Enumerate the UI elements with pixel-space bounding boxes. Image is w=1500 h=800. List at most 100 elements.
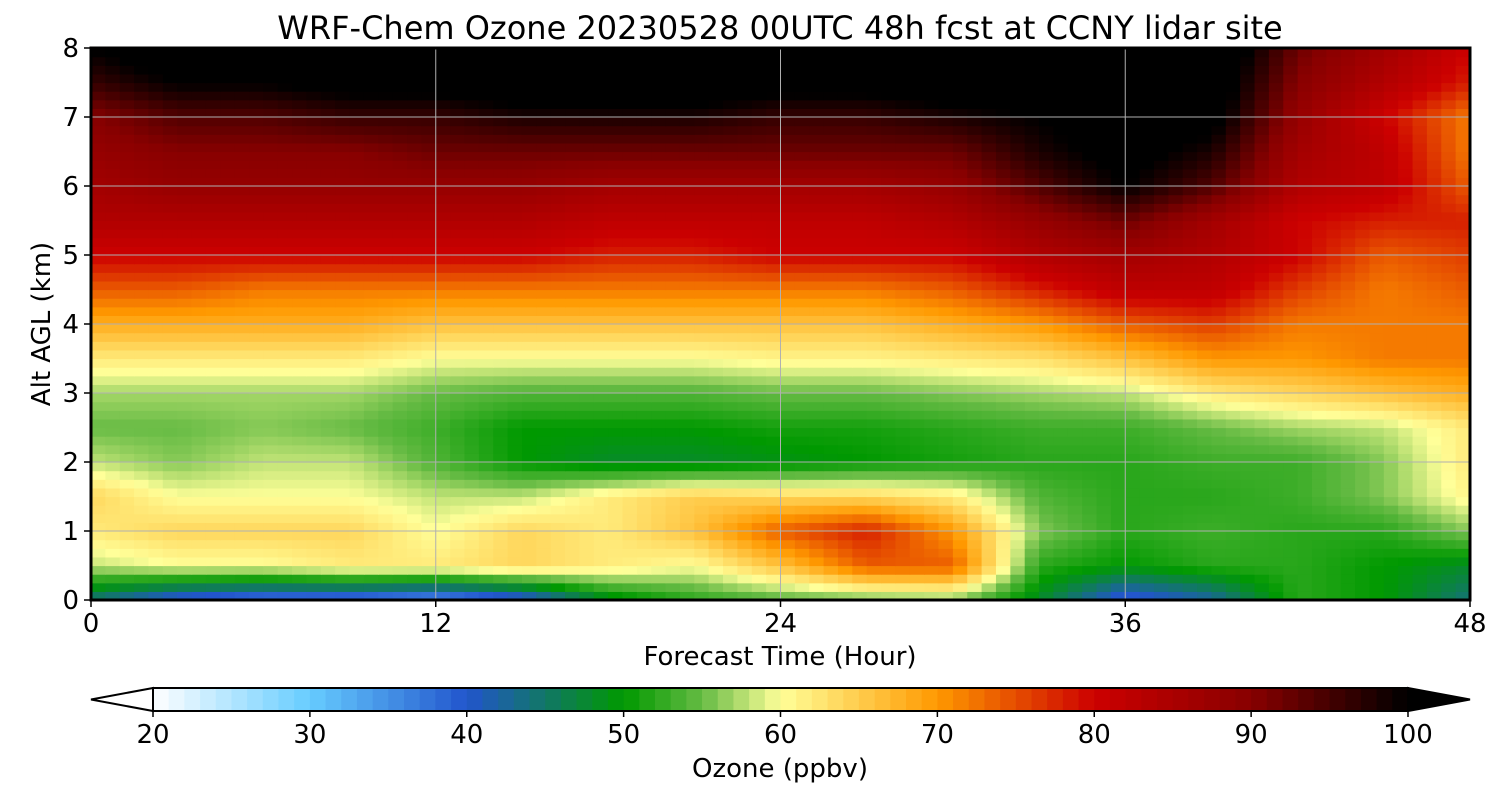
heatmap-cell (1039, 220, 1055, 230)
heatmap-cell (1297, 358, 1313, 368)
heatmap-cell (1398, 324, 1414, 334)
heatmap-cell (1426, 375, 1442, 385)
heatmap-cell (1197, 427, 1213, 437)
heatmap-cell (1139, 410, 1155, 420)
heatmap-cell (177, 548, 193, 558)
heatmap-cell (1268, 237, 1284, 247)
heatmap-cell (1455, 229, 1470, 239)
heatmap-cell (1096, 315, 1112, 325)
heatmap-cell (1197, 160, 1213, 170)
heatmap-cell (1326, 332, 1342, 342)
heatmap-cell (91, 556, 106, 567)
heatmap-cell (148, 401, 164, 411)
heatmap-cell (363, 539, 379, 549)
heatmap-cell (550, 160, 566, 170)
heatmap-cell (521, 470, 537, 480)
heatmap-cell (450, 436, 466, 446)
heatmap-cell (1383, 324, 1399, 334)
heatmap-cell (162, 462, 178, 472)
heatmap-cell (91, 280, 106, 291)
heatmap-cell (1355, 263, 1371, 273)
heatmap-cell (191, 151, 207, 161)
heatmap-cell (1283, 393, 1299, 403)
heatmap-cell (1039, 341, 1055, 351)
heatmap-cell (967, 367, 983, 377)
heatmap-cell (363, 375, 379, 385)
heatmap-cell (579, 384, 595, 394)
heatmap-cell (579, 151, 595, 161)
heatmap-cell (1096, 539, 1112, 549)
heatmap-cell (924, 548, 940, 558)
heatmap-cell (751, 591, 767, 600)
heatmap-cell (292, 453, 308, 463)
heatmap-cell (1355, 522, 1371, 532)
heatmap-cell (1153, 324, 1169, 334)
heatmap-cell (651, 255, 667, 265)
heatmap-cell (234, 393, 250, 403)
heatmap-cell (1441, 272, 1457, 282)
heatmap-cell (249, 229, 264, 239)
heatmap-cell (679, 160, 695, 170)
heatmap-cell (967, 522, 983, 532)
heatmap-cell (967, 556, 983, 567)
heatmap-cell (593, 255, 609, 265)
heatmap-cell (205, 358, 221, 368)
heatmap-cell (723, 341, 738, 351)
heatmap-cell (593, 332, 609, 342)
heatmap-cell (220, 565, 236, 575)
heatmap-cell (780, 556, 796, 567)
heatmap-cell (651, 539, 667, 549)
heatmap-cell (1254, 582, 1270, 592)
heatmap-cell (924, 539, 940, 549)
heatmap-cell (1311, 324, 1327, 334)
heatmap-cell (148, 324, 164, 334)
heatmap-cell (1398, 160, 1414, 170)
heatmap-cell (1053, 255, 1069, 265)
heatmap-cell (737, 375, 753, 385)
heatmap-cell (565, 272, 580, 282)
heatmap-cell (651, 203, 667, 213)
heatmap-cell (464, 531, 480, 541)
heatmap-cell (1268, 229, 1284, 239)
heatmap-cell (1268, 574, 1284, 584)
heatmap-cell (1326, 582, 1342, 592)
heatmap-cell (909, 332, 925, 342)
heatmap-cell (335, 186, 351, 196)
heatmap-cell (1441, 315, 1457, 325)
heatmap-cell (780, 444, 796, 454)
heatmap-cell (823, 513, 839, 523)
heatmap-cell (550, 237, 566, 247)
heatmap-cell (1010, 436, 1026, 446)
heatmap-cell (924, 565, 940, 575)
heatmap-cell (306, 427, 322, 437)
heatmap-cell (421, 367, 437, 377)
heatmap-cell (1283, 470, 1299, 480)
heatmap-cell (134, 220, 150, 230)
heatmap-cell (608, 410, 624, 420)
heatmap-cell (1139, 358, 1155, 368)
heatmap-cell (335, 298, 351, 308)
heatmap-cell (823, 263, 839, 273)
heatmap-cell (751, 393, 767, 403)
heatmap-cell (1326, 539, 1342, 549)
heatmap-cell (1010, 505, 1026, 515)
heatmap-cell (593, 444, 609, 454)
heatmap-cell (464, 487, 480, 498)
heatmap-cell (1024, 418, 1040, 429)
heatmap-cell (909, 479, 925, 489)
heatmap-cell (952, 246, 968, 256)
heatmap-cell (1110, 548, 1126, 558)
heatmap-cell (292, 513, 308, 523)
heatmap-cell (1398, 177, 1414, 187)
heatmap-cell (636, 444, 652, 454)
heatmap-cell (1082, 565, 1098, 575)
heatmap-cell (737, 211, 753, 222)
heatmap-cell (636, 151, 652, 161)
heatmap-cell (909, 177, 925, 187)
heatmap-cell (1096, 151, 1112, 161)
heatmap-cell (335, 203, 351, 213)
heatmap-cell (306, 349, 322, 360)
heatmap-cell (1053, 160, 1069, 170)
heatmap-cell (493, 263, 509, 273)
heatmap-cell (909, 168, 925, 178)
